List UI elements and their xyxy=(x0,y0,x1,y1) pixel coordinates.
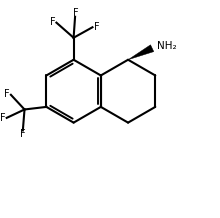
Text: F: F xyxy=(94,22,99,32)
Text: F: F xyxy=(0,113,5,123)
Text: F: F xyxy=(73,9,78,18)
Text: NH₂: NH₂ xyxy=(157,41,176,51)
Text: F: F xyxy=(20,129,26,139)
Polygon shape xyxy=(128,45,154,60)
Text: F: F xyxy=(50,17,56,27)
Text: F: F xyxy=(4,89,10,99)
